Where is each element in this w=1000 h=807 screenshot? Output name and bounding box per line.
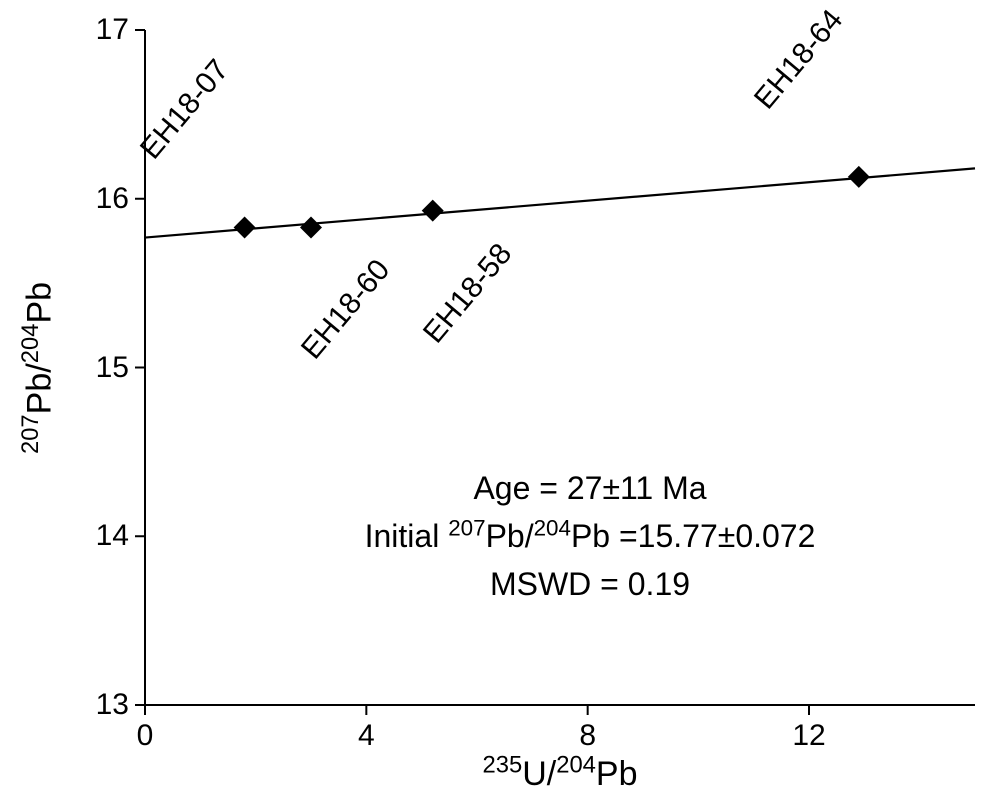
y-tick-label: 16 xyxy=(96,182,129,216)
annotation-initial-ratio: Initial 207Pb/204Pb =15.77±0.072 xyxy=(365,518,816,555)
y-axis-title: 207Pb/204Pb xyxy=(21,281,60,453)
annotation-age: Age = 27±11 Ma xyxy=(473,470,706,507)
y-tick-label: 15 xyxy=(96,351,129,385)
x-tick-label: 0 xyxy=(137,719,154,753)
y-tick-label: 13 xyxy=(96,688,129,722)
data-point xyxy=(422,200,444,222)
x-tick-label: 4 xyxy=(358,719,375,753)
annotation-mswd: MSWD = 0.19 xyxy=(490,566,690,603)
data-point xyxy=(234,216,256,238)
x-tick-label: 12 xyxy=(792,719,825,753)
y-tick-label: 17 xyxy=(96,13,129,47)
data-point xyxy=(300,216,322,238)
x-axis-title: 235U/204Pb xyxy=(482,755,637,794)
x-tick-label: 8 xyxy=(579,719,596,753)
y-tick-label: 14 xyxy=(96,519,129,553)
data-point xyxy=(848,166,870,188)
chart-svg xyxy=(0,0,1000,807)
isochron-chart: 1314151617 04812 235U/204Pb 207Pb/204Pb … xyxy=(0,0,1000,807)
